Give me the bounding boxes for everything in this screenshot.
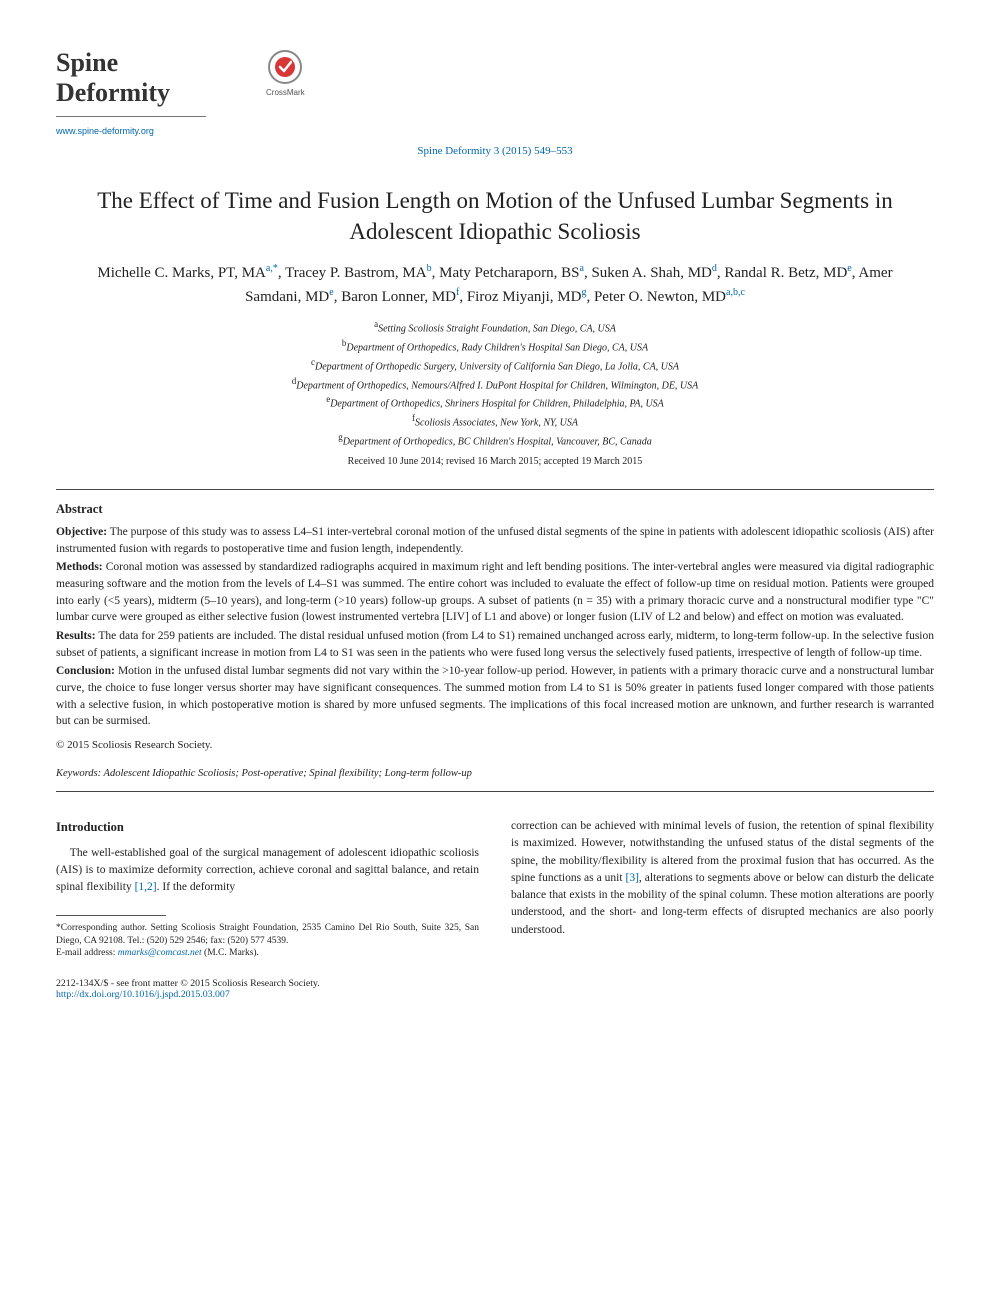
doi-link[interactable]: http://dx.doi.org/10.1016/j.jspd.2015.03… xyxy=(56,989,934,1000)
article-title: The Effect of Time and Fusion Length on … xyxy=(76,185,914,247)
results-label: Results: xyxy=(56,630,96,642)
intro-text-b: . If the deformity xyxy=(157,881,236,893)
affiliation-line: cDepartment of Orthopedic Surgery, Unive… xyxy=(96,356,894,375)
abstract-objective: Objective: The purpose of this study was… xyxy=(56,524,934,557)
received-dates: Received 10 June 2014; revised 16 March … xyxy=(56,456,934,467)
journal-name-line2: Deformity xyxy=(56,78,206,108)
abstract-block: Abstract Objective: The purpose of this … xyxy=(56,500,934,781)
keywords-label: Keywords: xyxy=(56,768,101,779)
footnote-block: *Corresponding author. Setting Scoliosis… xyxy=(56,922,479,960)
author-email[interactable]: mmarks@comcast.net xyxy=(118,948,202,958)
intro-paragraph-right: correction can be achieved with minimal … xyxy=(511,818,934,939)
right-column: correction can be achieved with minimal … xyxy=(511,818,934,960)
copyright-line: © 2015 Scoliosis Research Society. xyxy=(56,738,934,754)
authors-list: Michelle C. Marks, PT, MAa,*, Tracey P. … xyxy=(86,261,904,308)
results-text: The data for 259 patients are included. … xyxy=(56,630,934,659)
rule-top xyxy=(56,489,934,490)
crossmark-label: CrossMark xyxy=(266,88,305,97)
citation-line: Spine Deformity 3 (2015) 549–553 xyxy=(56,145,934,157)
email-label: E-mail address: xyxy=(56,948,115,958)
keywords-text: Adolescent Idiopathic Scoliosis; Post-op… xyxy=(104,768,472,779)
journal-name-line1: Spine xyxy=(56,48,206,78)
corresponding-author: *Corresponding author. Setting Scoliosis… xyxy=(56,922,479,948)
conclusion-label: Conclusion: xyxy=(56,665,115,677)
journal-logo-box: Spine Deformity www.spine-deformity.org xyxy=(56,48,206,139)
issn-line: 2212-134X/$ - see front matter © 2015 Sc… xyxy=(56,978,934,989)
page-container: Spine Deformity www.spine-deformity.org … xyxy=(0,0,990,1040)
journal-underline: www.spine-deformity.org xyxy=(56,116,206,139)
header-row: Spine Deformity www.spine-deformity.org … xyxy=(56,48,934,139)
objective-label: Objective: xyxy=(56,526,107,538)
email-line: E-mail address: mmarks@comcast.net (M.C.… xyxy=(56,947,479,960)
conclusion-text: Motion in the unfused distal lumbar segm… xyxy=(56,665,934,727)
abstract-conclusion: Conclusion: Motion in the unfused distal… xyxy=(56,663,934,730)
affiliation-line: gDepartment of Orthopedics, BC Children'… xyxy=(96,431,894,450)
footnote-separator xyxy=(56,915,166,916)
methods-text: Coronal motion was assessed by standardi… xyxy=(56,561,934,623)
affiliation-line: dDepartment of Orthopedics, Nemours/Alfr… xyxy=(96,375,894,394)
abstract-methods: Methods: Coronal motion was assessed by … xyxy=(56,559,934,626)
methods-label: Methods: xyxy=(56,561,103,573)
intro-paragraph-left: The well-established goal of the surgica… xyxy=(56,845,479,897)
affiliation-line: eDepartment of Orthopedics, Shriners Hos… xyxy=(96,393,894,412)
objective-text: The purpose of this study was to assess … xyxy=(56,526,934,555)
bottom-bar: 2212-134X/$ - see front matter © 2015 Sc… xyxy=(56,978,934,1000)
rule-bottom xyxy=(56,791,934,792)
citation-ref-3[interactable]: [3] xyxy=(626,872,639,884)
email-suffix: (M.C. Marks). xyxy=(204,948,259,958)
body-columns: Introduction The well-established goal o… xyxy=(56,818,934,960)
crossmark-icon xyxy=(266,48,304,86)
crossmark-badge[interactable]: CrossMark xyxy=(266,48,305,97)
affiliation-line: fScoliosis Associates, New York, NY, USA xyxy=(96,412,894,431)
intro-text-a: The well-established goal of the surgica… xyxy=(56,847,479,894)
journal-url[interactable]: www.spine-deformity.org xyxy=(56,126,154,136)
section-title-introduction: Introduction xyxy=(56,818,479,837)
affiliation-line: aSetting Scoliosis Straight Foundation, … xyxy=(96,318,894,337)
abstract-heading: Abstract xyxy=(56,500,934,518)
citation-ref-1-2[interactable]: [1,2] xyxy=(135,881,157,893)
affiliation-line: bDepartment of Orthopedics, Rady Childre… xyxy=(96,337,894,356)
abstract-results: Results: The data for 259 patients are i… xyxy=(56,628,934,661)
left-column: Introduction The well-established goal o… xyxy=(56,818,479,960)
keywords-line: Keywords: Adolescent Idiopathic Scoliosi… xyxy=(56,766,934,781)
affiliations-list: aSetting Scoliosis Straight Foundation, … xyxy=(96,318,894,450)
